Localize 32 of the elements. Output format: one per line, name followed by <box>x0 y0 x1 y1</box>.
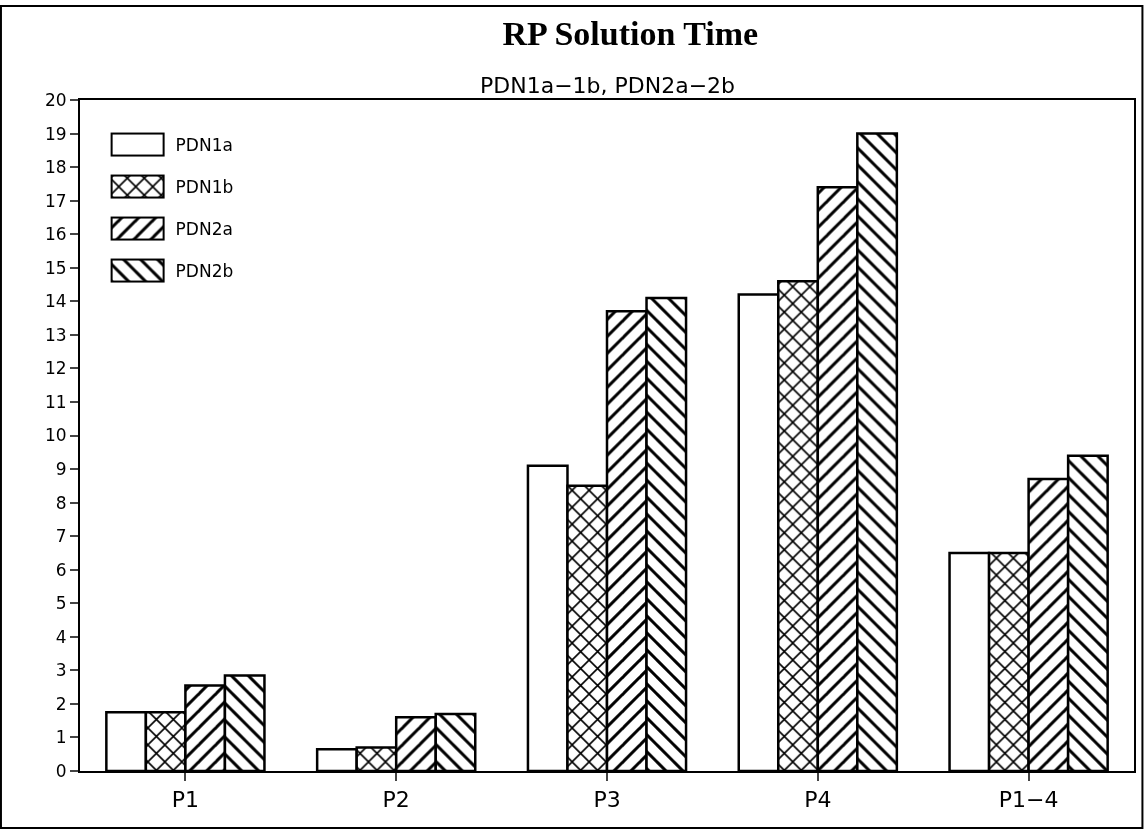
y-tick-label: 13 <box>44 324 67 345</box>
y-tick-label: 17 <box>44 190 67 211</box>
x-tick-label: P4 <box>804 787 832 813</box>
chart-title: RP Solution Time <box>502 14 759 52</box>
x-tick-label: P1 <box>171 787 200 813</box>
y-tick-label: 8 <box>55 492 67 513</box>
y-tick-label: 1 <box>55 727 67 748</box>
x-tick-label: P3 <box>593 787 621 813</box>
y-tick-label: 15 <box>44 257 67 278</box>
y-tick-label: 6 <box>55 559 67 580</box>
legend-label: PDN1a <box>175 134 233 155</box>
y-tick-label: 20 <box>44 89 67 110</box>
legend-label: PDN2b <box>175 260 234 281</box>
y-tick-label: 16 <box>44 224 67 245</box>
y-tick-label: 2 <box>55 693 67 714</box>
y-tick-label: 3 <box>55 660 67 681</box>
y-tick-label: 7 <box>55 526 67 547</box>
y-tick-label: 14 <box>44 291 67 312</box>
legend-label: PDN2a <box>175 218 233 239</box>
y-tick-label: 9 <box>55 459 67 479</box>
legend-label: PDN1b <box>175 176 234 197</box>
y-tick-label: 11 <box>44 391 67 412</box>
y-tick-label: 18 <box>44 157 67 178</box>
y-tick-label: 10 <box>44 425 67 446</box>
y-tick-label: 0 <box>55 760 67 781</box>
y-tick-label: 19 <box>44 123 67 144</box>
chart-subtitle: PDN1a−1b, PDN2a−2b <box>480 73 736 98</box>
y-tick-label: 4 <box>55 626 67 647</box>
y-tick-label: 5 <box>55 593 67 614</box>
x-tick-label: P2 <box>382 787 410 813</box>
x-tick-label: P1−4 <box>998 787 1059 813</box>
y-tick-label: 12 <box>44 358 67 379</box>
